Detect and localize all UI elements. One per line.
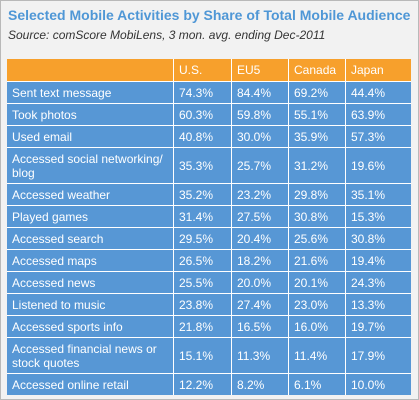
column-header-eu5: EU5	[232, 59, 289, 82]
japan-cell: 35.1%	[346, 184, 411, 206]
canada-cell: 23.0%	[289, 294, 346, 316]
canada-cell: 16.0%	[289, 316, 346, 338]
table-row: Accessed sports info 21.8% 16.5% 16.0% 1…	[7, 316, 411, 338]
us-cell: 25.5%	[174, 272, 232, 294]
column-header-activity	[7, 59, 174, 82]
activity-cell: Played games	[7, 206, 174, 228]
us-cell: 23.8%	[174, 294, 232, 316]
japan-cell: 17.9%	[346, 338, 411, 374]
eu5-cell: 25.7%	[232, 148, 289, 184]
japan-cell: 63.9%	[346, 104, 411, 126]
column-header-japan: Japan	[346, 59, 411, 82]
canada-cell: 25.6%	[289, 228, 346, 250]
activity-cell: Accessed online retail	[7, 374, 174, 395]
canada-cell: 69.2%	[289, 82, 346, 104]
canada-cell: 6.1%	[289, 374, 346, 395]
eu5-cell: 23.2%	[232, 184, 289, 206]
activity-cell: Used email	[7, 126, 174, 148]
eu5-cell: 30.0%	[232, 126, 289, 148]
eu5-cell: 27.4%	[232, 294, 289, 316]
table-header-row: U.S. EU5 Canada Japan	[7, 59, 411, 82]
canada-cell: 30.8%	[289, 206, 346, 228]
japan-cell: 30.8%	[346, 228, 411, 250]
source-note: Source: comScore MobiLens, 3 mon. avg. e…	[8, 28, 326, 42]
canada-cell: 55.1%	[289, 104, 346, 126]
table-row: Accessed maps 26.5% 18.2% 21.6% 19.4%	[7, 250, 411, 272]
eu5-cell: 20.0%	[232, 272, 289, 294]
us-cell: 35.3%	[174, 148, 232, 184]
activity-cell: Accessed search	[7, 228, 174, 250]
table-row: Accessed social networking/ blog 35.3% 2…	[7, 148, 411, 184]
table-row: Accessed online retail 12.2% 8.2% 6.1% 1…	[7, 374, 411, 395]
table-row: Accessed weather 35.2% 23.2% 29.8% 35.1%	[7, 184, 411, 206]
eu5-cell: 11.3%	[232, 338, 289, 374]
column-header-us: U.S.	[174, 59, 232, 82]
us-cell: 15.1%	[174, 338, 232, 374]
table-row: Used email 40.8% 30.0% 35.9% 57.3%	[7, 126, 411, 148]
eu5-cell: 20.4%	[232, 228, 289, 250]
canada-cell: 35.9%	[289, 126, 346, 148]
column-header-canada: Canada	[289, 59, 346, 82]
us-cell: 26.5%	[174, 250, 232, 272]
japan-cell: 19.4%	[346, 250, 411, 272]
activity-cell: Sent text message	[7, 82, 174, 104]
eu5-cell: 84.4%	[232, 82, 289, 104]
japan-cell: 13.3%	[346, 294, 411, 316]
canada-cell: 29.8%	[289, 184, 346, 206]
japan-cell: 24.3%	[346, 272, 411, 294]
activity-cell: Accessed social networking/ blog	[7, 148, 174, 184]
us-cell: 12.2%	[174, 374, 232, 395]
eu5-cell: 18.2%	[232, 250, 289, 272]
activity-cell: Listened to music	[7, 294, 174, 316]
canada-cell: 11.4%	[289, 338, 346, 374]
us-cell: 40.8%	[174, 126, 232, 148]
table-row: Sent text message 74.3% 84.4% 69.2% 44.4…	[7, 82, 411, 104]
us-cell: 31.4%	[174, 206, 232, 228]
eu5-cell: 59.8%	[232, 104, 289, 126]
table-row: Accessed search 29.5% 20.4% 25.6% 30.8%	[7, 228, 411, 250]
us-cell: 60.3%	[174, 104, 232, 126]
us-cell: 35.2%	[174, 184, 232, 206]
japan-cell: 44.4%	[346, 82, 411, 104]
table-row: Listened to music 23.8% 27.4% 23.0% 13.3…	[7, 294, 411, 316]
activity-cell: Accessed financial news or stock quotes	[7, 338, 174, 374]
canada-cell: 31.2%	[289, 148, 346, 184]
us-cell: 74.3%	[174, 82, 232, 104]
table-row: Accessed news 25.5% 20.0% 20.1% 24.3%	[7, 272, 411, 294]
us-cell: 29.5%	[174, 228, 232, 250]
eu5-cell: 8.2%	[232, 374, 289, 395]
eu5-cell: 27.5%	[232, 206, 289, 228]
canada-cell: 20.1%	[289, 272, 346, 294]
activity-cell: Accessed news	[7, 272, 174, 294]
activities-table: U.S. EU5 Canada Japan Sent text message …	[7, 59, 411, 395]
activity-cell: Accessed maps	[7, 250, 174, 272]
activity-cell: Accessed sports info	[7, 316, 174, 338]
japan-cell: 10.0%	[346, 374, 411, 395]
figure-title: Selected Mobile Activities by Share of T…	[8, 7, 411, 23]
japan-cell: 19.7%	[346, 316, 411, 338]
canada-cell: 21.6%	[289, 250, 346, 272]
activity-cell: Took photos	[7, 104, 174, 126]
eu5-cell: 16.5%	[232, 316, 289, 338]
us-cell: 21.8%	[174, 316, 232, 338]
table-row: Accessed financial news or stock quotes …	[7, 338, 411, 374]
table-row: Played games 31.4% 27.5% 30.8% 15.3%	[7, 206, 411, 228]
activity-cell: Accessed weather	[7, 184, 174, 206]
japan-cell: 19.6%	[346, 148, 411, 184]
japan-cell: 57.3%	[346, 126, 411, 148]
table-row: Took photos 60.3% 59.8% 55.1% 63.9%	[7, 104, 411, 126]
japan-cell: 15.3%	[346, 206, 411, 228]
